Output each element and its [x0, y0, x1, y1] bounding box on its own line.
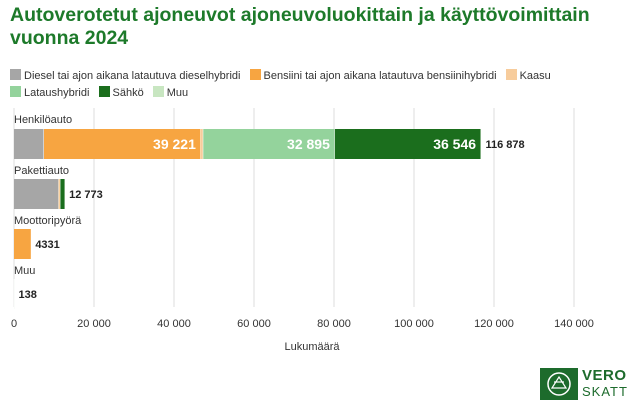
legend-item: Lataushybridi: [10, 85, 89, 102]
segment-label: 32 895: [287, 136, 330, 152]
bar-segment: [44, 129, 201, 159]
category-label: Moottoripyörä: [14, 215, 82, 227]
category-label: Henkilöauto: [14, 114, 72, 126]
bar-segment: [14, 129, 44, 159]
bar-segment: [60, 179, 66, 209]
legend-item: Sähkö: [98, 85, 144, 102]
bar-segment: [203, 129, 335, 159]
bar-segment: [334, 129, 482, 159]
legend-label: Bensiini tai ajon aikana latautuva bensi…: [263, 70, 497, 82]
category-label: Pakettiauto: [14, 165, 69, 177]
legend-label: Diesel tai ajon aikana latautuva dieselh…: [24, 70, 241, 82]
legend-swatch: [10, 86, 21, 97]
legend-item: Kaasu: [505, 68, 551, 85]
bar-chart: Henkilöauto Pakettiauto Moottoripyörä Muu 11…: [11, 108, 594, 353]
x-tick-label: 0: [11, 318, 17, 330]
x-tick-label: 40 000: [157, 318, 191, 330]
legend-swatch: [249, 69, 261, 80]
logo-text-vero: VERO: [582, 367, 627, 384]
legend: Diesel tai ajon aikana latautuva dieselh…: [10, 68, 635, 102]
category-label: Muu: [14, 265, 35, 277]
logo-emblem-icon: [540, 368, 578, 400]
x-tick-label: 80 000: [317, 318, 351, 330]
x-tick-label: 140 000: [554, 318, 594, 330]
total-label: 12 773: [69, 189, 103, 201]
x-tick-label: 120 000: [474, 318, 514, 330]
chart-title: Autoverotetut ajoneuvot ajoneuvoluokitta…: [10, 4, 590, 49]
legend-item: Bensiini tai ajon aikana latautuva bensi…: [249, 68, 497, 85]
bar-segment: [200, 129, 204, 159]
x-tick-label: 100 000: [394, 318, 434, 330]
vero-skatt-logo: VERO SKATT: [540, 368, 636, 400]
legend-item: Diesel tai ajon aikana latautuva dieselh…: [10, 68, 240, 85]
x-tick-label: 20 000: [77, 318, 111, 330]
segment-label: 36 546: [433, 136, 476, 152]
logo-text-skatt: SKATT: [582, 384, 628, 399]
x-tick-label: 60 000: [237, 318, 271, 330]
legend-label: Muu: [166, 87, 189, 99]
legend-label: Kaasu: [519, 70, 551, 82]
bar-segment: [58, 179, 60, 209]
legend-label: Lataushybridi: [24, 87, 90, 99]
segment-label: 39 221: [153, 136, 196, 152]
total-label: 4331: [35, 239, 59, 251]
legend-item: Muu: [152, 85, 189, 102]
legend-swatch: [10, 69, 21, 80]
legend-swatch: [505, 69, 517, 80]
legend-swatch: [98, 86, 110, 97]
legend-swatch: [152, 86, 164, 97]
legend-label: Sähkö: [112, 87, 144, 99]
x-axis-label: Lukumäärä: [284, 341, 340, 353]
total-label: 138: [19, 289, 37, 301]
total-label: 116 878: [486, 139, 525, 151]
bar-segment: [14, 179, 59, 209]
bar-segment: [14, 229, 32, 259]
